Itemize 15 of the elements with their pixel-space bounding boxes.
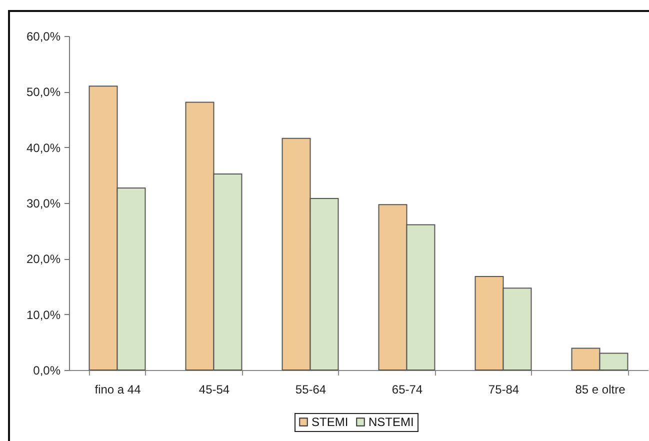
y-tick-label: 60,0% bbox=[26, 30, 61, 44]
x-tick-label: 55-64 bbox=[295, 382, 326, 396]
y-tick-label: 10,0% bbox=[26, 308, 61, 322]
y-tick-label: 50,0% bbox=[26, 85, 61, 100]
x-tick-label: 75-84 bbox=[488, 382, 520, 396]
y-tick-label: 20,0% bbox=[26, 252, 61, 266]
x-tick-label: 45-54 bbox=[198, 382, 230, 396]
legend-label: NSTEMI bbox=[368, 415, 414, 429]
y-tick-label: 40,0% bbox=[26, 140, 61, 155]
legend-label: STEMI bbox=[312, 415, 348, 429]
x-tick-label: 85 e oltre bbox=[575, 382, 626, 396]
x-tick-label: fino a 44 bbox=[94, 382, 142, 396]
x-tick-label: 65-74 bbox=[392, 382, 423, 396]
y-tick-label: 30,0% bbox=[26, 196, 61, 210]
y-tick-label: 0,0% bbox=[33, 364, 61, 378]
